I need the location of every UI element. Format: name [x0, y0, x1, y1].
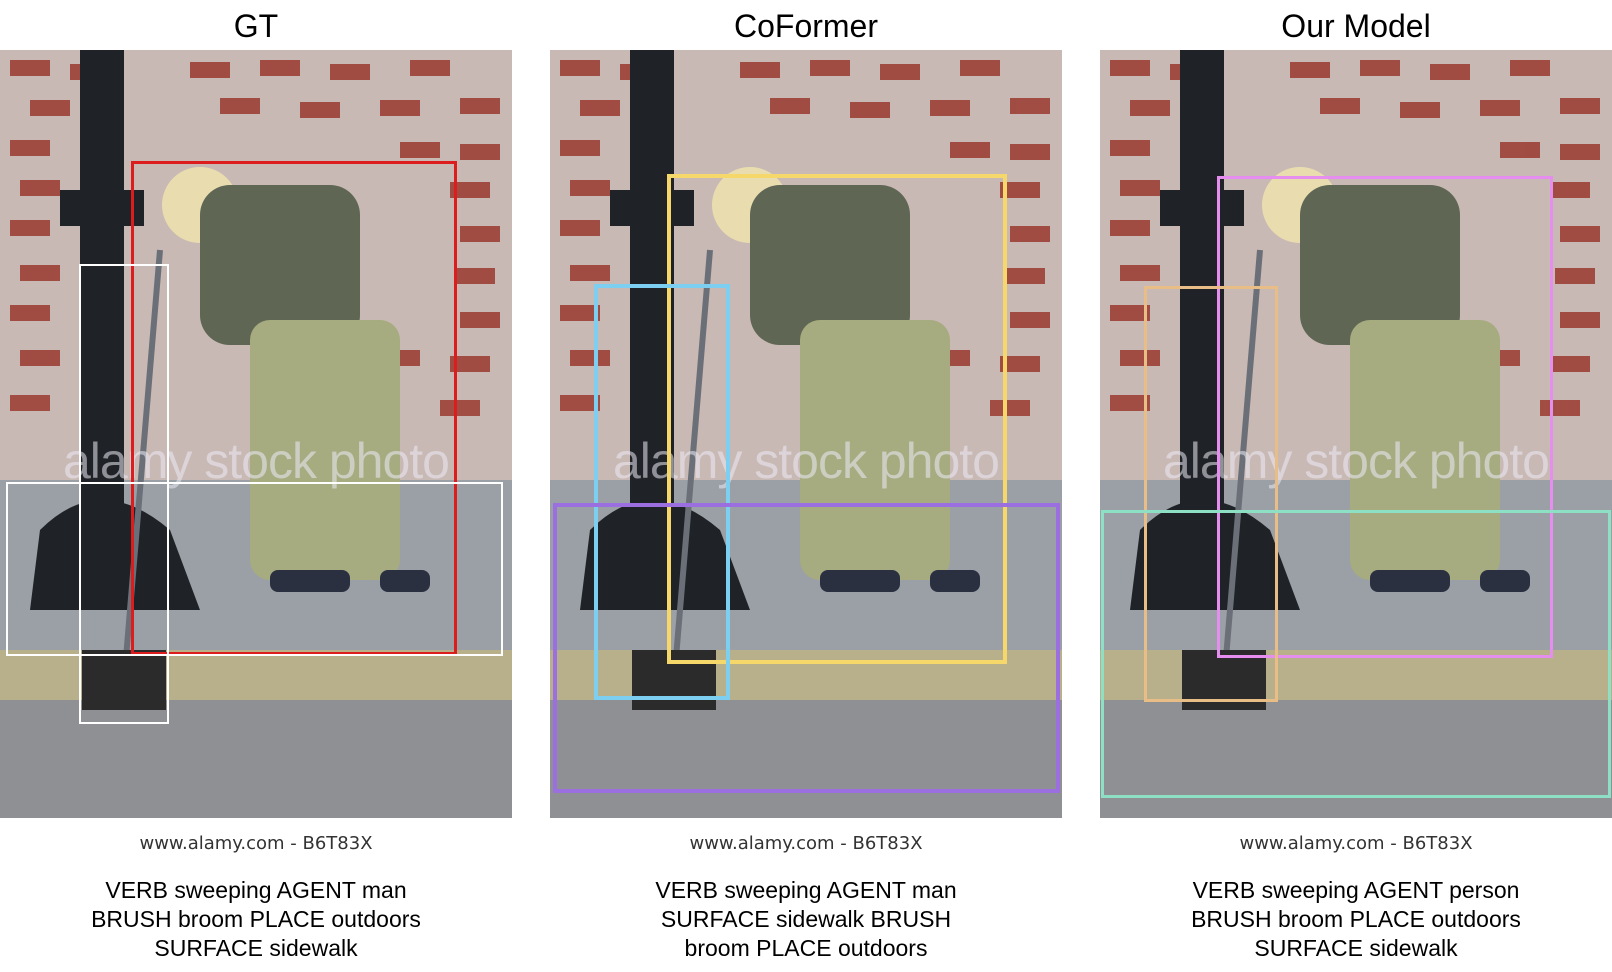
caption: VERB sweeping AGENT man BRUSH broom PLAC… [91, 877, 421, 961]
caption: VERB sweeping AGENT man SURFACE sidewalk… [655, 877, 957, 961]
watermark: alamy stock photo [63, 433, 450, 489]
bbox-brush [1144, 286, 1278, 702]
photo: alamy stock photo [0, 50, 512, 818]
bbox-surface [553, 503, 1060, 793]
panel-coformer: CoFormer [550, 0, 1062, 972]
caption: VERB sweeping AGENT person BRUSH broom P… [1191, 877, 1521, 961]
photo: alamy stock photo [550, 50, 1062, 818]
watermark: alamy stock photo [613, 433, 1000, 489]
photo-credit: www.alamy.com - B6T83X [139, 833, 373, 854]
panel-title: CoFormer [733, 8, 878, 44]
bbox-surface [1101, 510, 1611, 798]
bbox-agent [667, 174, 1007, 664]
photo-credit: www.alamy.com - B6T83X [689, 833, 923, 854]
scene-illustration [0, 50, 512, 818]
panel-our-model: Our Model [1100, 0, 1612, 972]
photo: alamy stock photo [1100, 50, 1612, 818]
watermark: alamy stock photo [1163, 433, 1550, 489]
bbox-brush [79, 264, 169, 724]
photo-credit: www.alamy.com - B6T83X [1239, 833, 1473, 854]
panel-title: GT [233, 8, 279, 44]
bbox-brush [594, 284, 730, 700]
scene-illustration [1100, 50, 1612, 818]
bbox-surface [6, 482, 503, 656]
bbox-agent [131, 161, 457, 655]
bbox-agent [1217, 176, 1553, 658]
panel-title: Our Model [1281, 8, 1431, 44]
panel-gt: GT [0, 0, 512, 972]
